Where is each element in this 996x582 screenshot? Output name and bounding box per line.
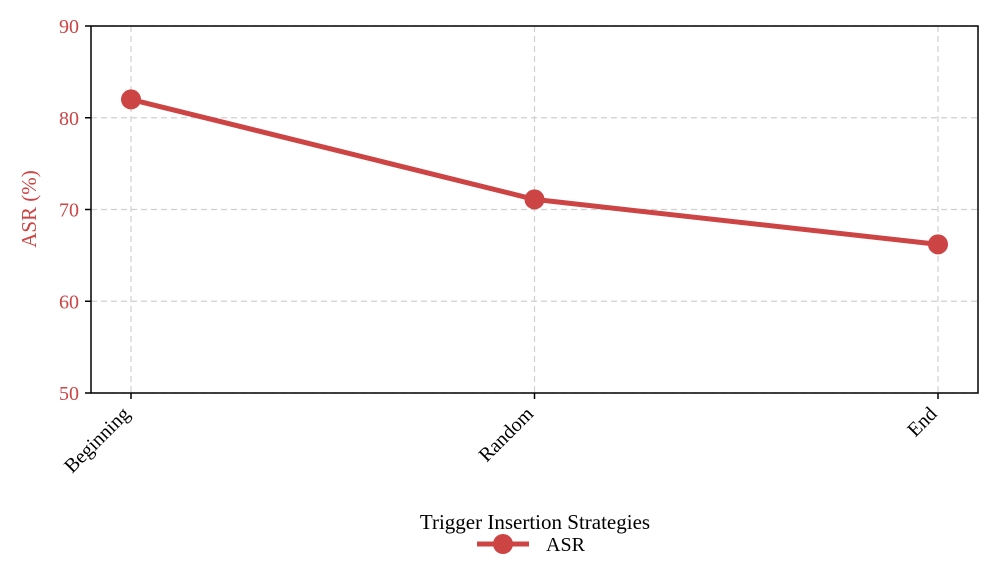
x-axis-title: Trigger Insertion Strategies: [420, 510, 650, 534]
y-tick-label-4: 90: [59, 16, 79, 38]
y-axis-ticks: 50 60 70 80 90: [59, 16, 91, 405]
x-tick-label-2: End: [903, 403, 941, 441]
x-tick-label-1: Random: [475, 403, 539, 467]
legend-marker-asr: [493, 534, 513, 554]
y-tick-label-2: 70: [59, 200, 79, 222]
y-tick-label-1: 60: [59, 291, 79, 313]
legend: ASR: [477, 534, 586, 556]
y-axis-title: ASR (%): [17, 170, 41, 248]
series-layer: [121, 89, 948, 255]
legend-label-asr: ASR: [546, 534, 586, 556]
grid: [91, 25, 978, 394]
data-point-0-2: [928, 234, 948, 255]
x-axis-ticks: Beginning Random End: [60, 393, 942, 477]
data-point-0-1: [524, 189, 545, 210]
x-tick-label-0: Beginning: [60, 403, 134, 477]
y-tick-label-3: 80: [59, 108, 79, 130]
y-tick-label-0: 50: [59, 383, 79, 405]
data-point-0-0: [121, 89, 141, 110]
